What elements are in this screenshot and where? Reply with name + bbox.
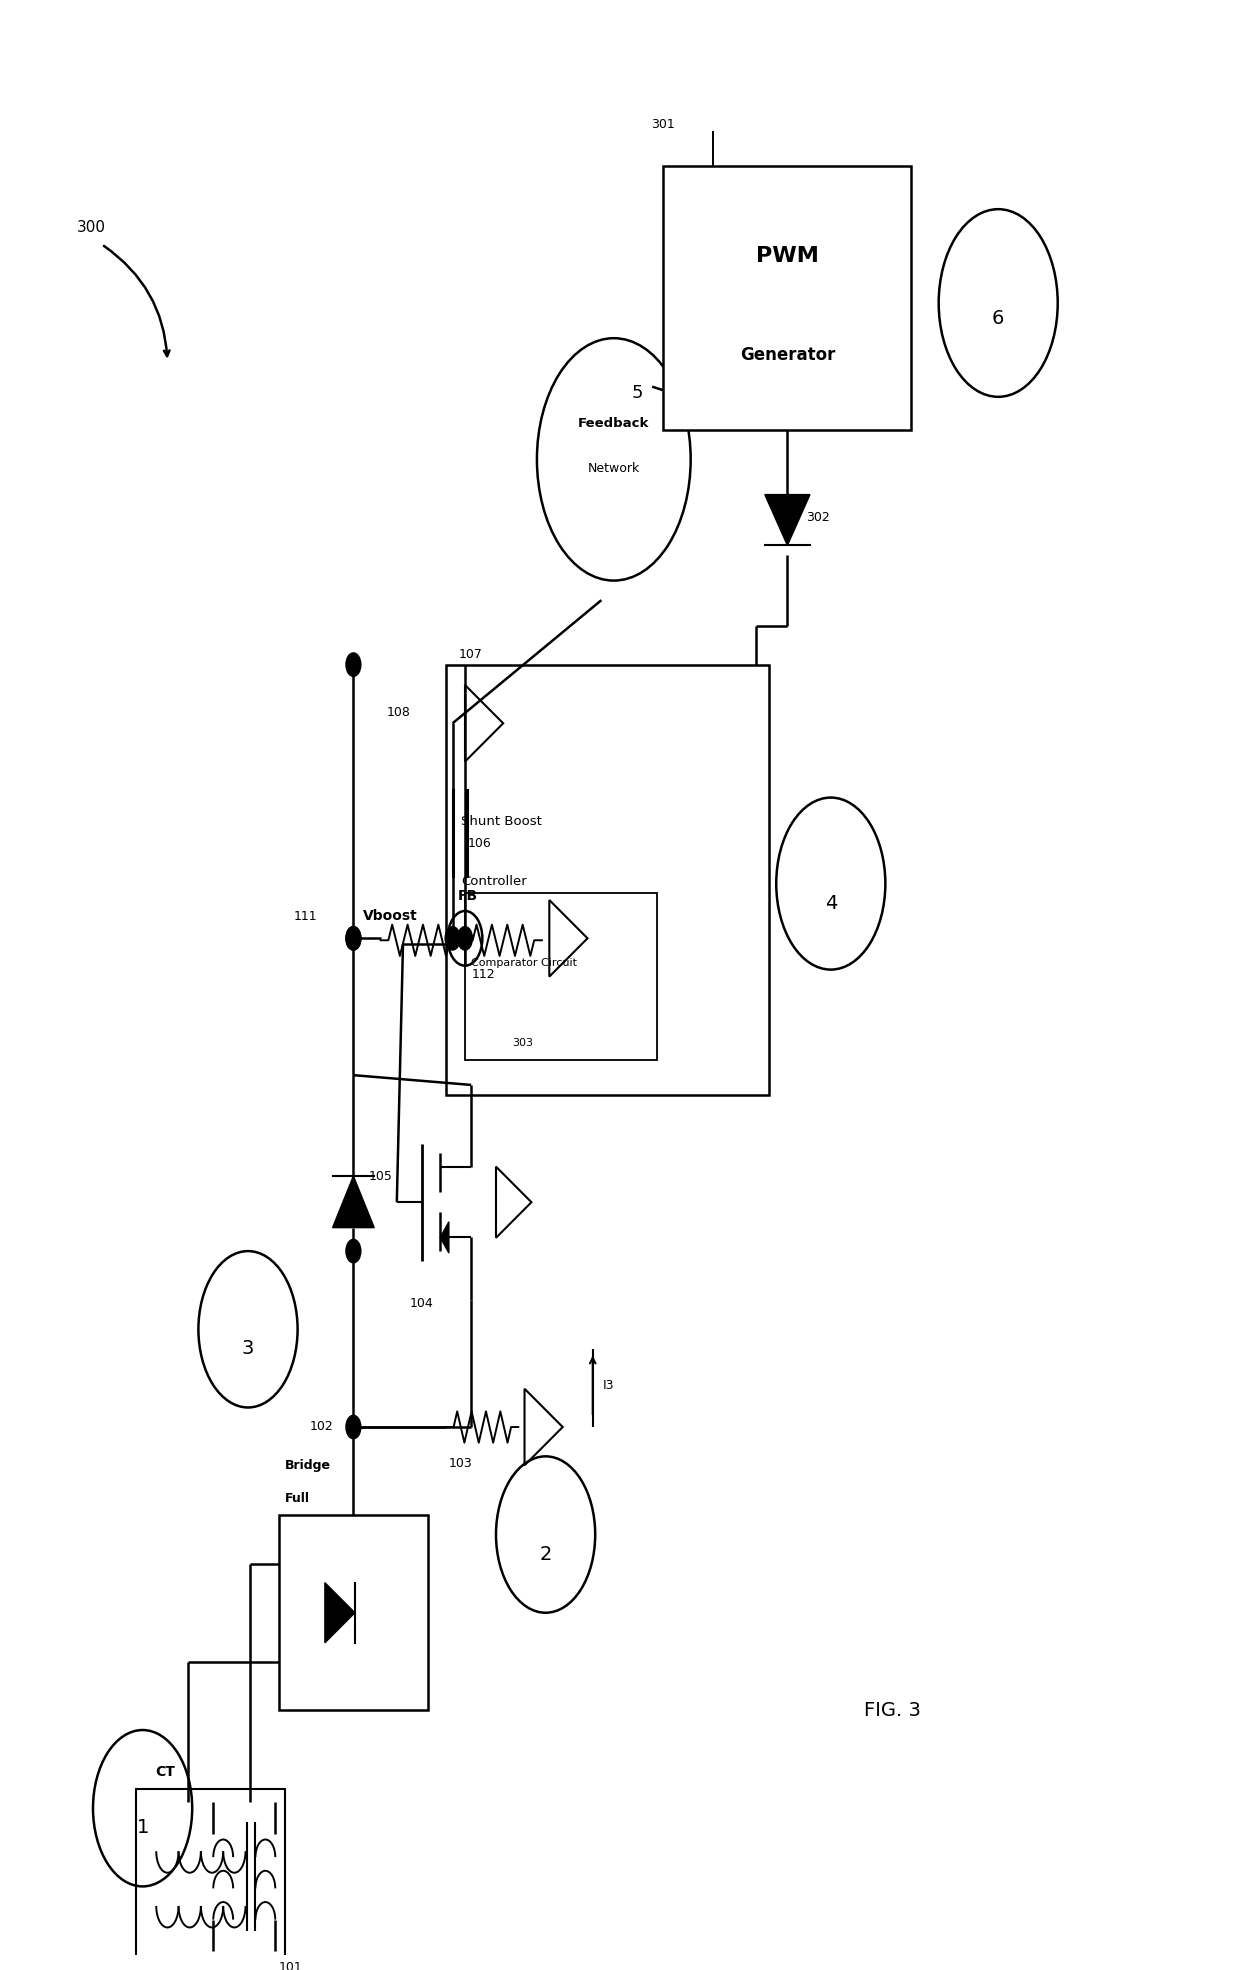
Text: 303: 303 (512, 1038, 533, 1048)
Text: Comparator Circuit: Comparator Circuit (471, 957, 577, 967)
Text: 103: 103 (449, 1458, 472, 1470)
Text: I3: I3 (603, 1379, 614, 1393)
Bar (136, 1789, 285, 1964)
Text: 107: 107 (459, 648, 482, 660)
Text: 5: 5 (631, 384, 642, 402)
Circle shape (346, 926, 361, 950)
Text: 2: 2 (539, 1544, 552, 1564)
Text: 102: 102 (310, 1420, 334, 1432)
Text: Vboost: Vboost (363, 908, 418, 922)
Circle shape (346, 1239, 361, 1263)
Polygon shape (765, 494, 810, 546)
Text: 3: 3 (242, 1340, 254, 1359)
Circle shape (458, 926, 472, 950)
Text: Full: Full (285, 1491, 310, 1505)
Text: 6: 6 (992, 309, 1004, 329)
Text: 106: 106 (467, 837, 491, 851)
Circle shape (346, 1414, 361, 1438)
Text: 302: 302 (806, 510, 830, 524)
Text: 300: 300 (77, 219, 105, 234)
Text: 1: 1 (136, 1818, 149, 1838)
Bar (663, 165, 911, 429)
Text: FB: FB (458, 888, 477, 902)
Circle shape (445, 926, 460, 950)
Bar (465, 892, 657, 1060)
Bar (279, 1515, 428, 1710)
Circle shape (346, 926, 361, 950)
Text: FIG. 3: FIG. 3 (864, 1702, 921, 1720)
Polygon shape (440, 1221, 449, 1253)
Text: Network: Network (588, 463, 640, 475)
Text: PWM: PWM (756, 246, 818, 266)
Text: 104: 104 (409, 1296, 433, 1310)
Text: Shunt Boost: Shunt Boost (461, 816, 542, 827)
Text: 4: 4 (825, 894, 837, 912)
Text: Bridge: Bridge (285, 1460, 331, 1472)
Polygon shape (325, 1582, 355, 1643)
Text: 105: 105 (368, 1170, 392, 1182)
Text: Controller: Controller (461, 875, 527, 888)
Text: Feedback: Feedback (578, 418, 650, 429)
Text: 112: 112 (471, 969, 495, 981)
Text: Generator: Generator (740, 347, 835, 364)
Circle shape (346, 652, 361, 676)
Text: 111: 111 (294, 910, 317, 922)
Text: 301: 301 (651, 118, 675, 130)
Polygon shape (332, 1176, 374, 1227)
Text: 101: 101 (279, 1962, 303, 1970)
Bar (446, 664, 769, 1095)
Text: 108: 108 (387, 707, 410, 719)
Text: CT: CT (155, 1765, 175, 1779)
